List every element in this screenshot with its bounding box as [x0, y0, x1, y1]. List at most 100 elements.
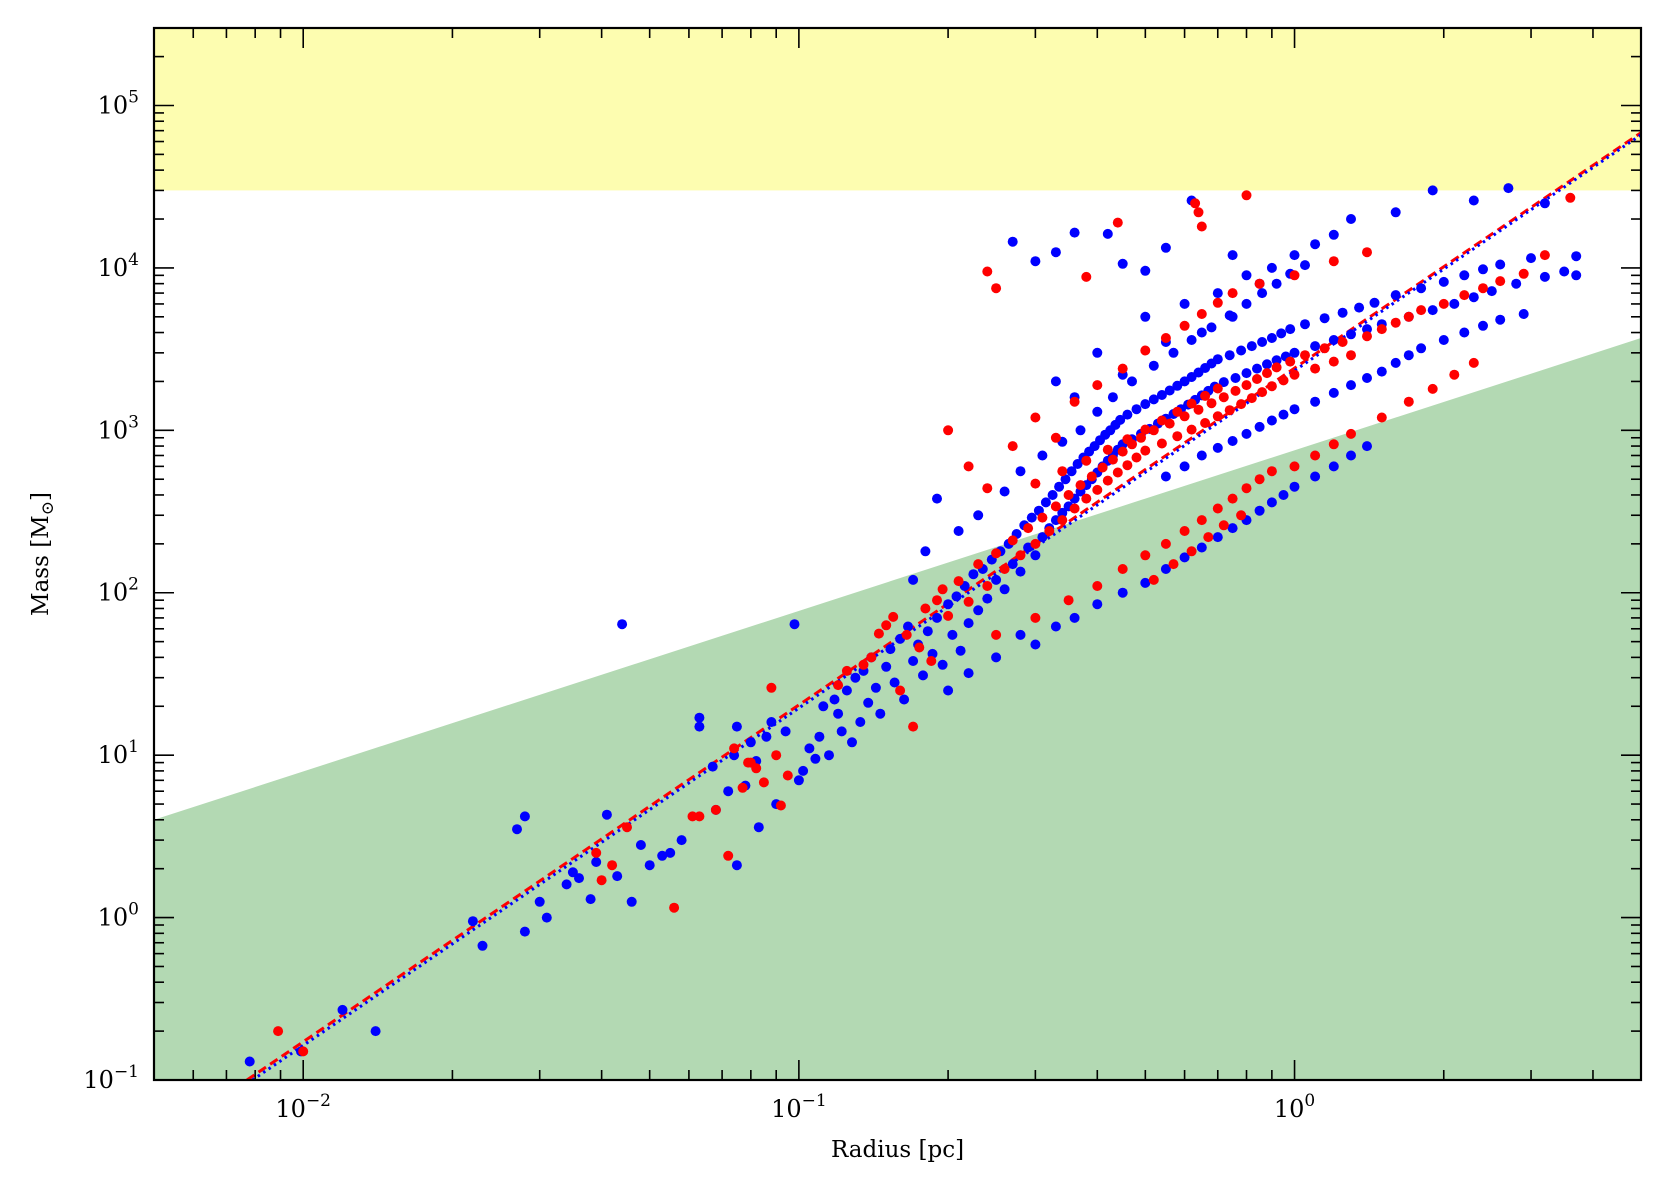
red-point	[982, 483, 993, 494]
blue-point	[1449, 298, 1460, 309]
blue-point	[1212, 288, 1223, 299]
blue-point	[1148, 394, 1159, 405]
blue-point	[932, 612, 942, 623]
x-tick-label: 10−2	[275, 1091, 331, 1123]
blue-point	[1026, 512, 1037, 523]
blue-point	[1179, 552, 1190, 563]
blue-point	[1468, 195, 1479, 206]
red-point	[273, 1026, 284, 1037]
blue-point	[1160, 564, 1171, 574]
red-point	[833, 680, 844, 691]
blue-point	[1140, 265, 1151, 276]
red-point	[737, 782, 748, 793]
blue-point	[1478, 264, 1488, 275]
red-point	[1063, 490, 1074, 500]
blue-point	[753, 822, 764, 833]
blue-point	[731, 860, 742, 871]
blue-point	[1289, 347, 1300, 358]
blue-point	[1254, 421, 1265, 432]
blue-point	[1218, 377, 1229, 388]
red-point	[1438, 298, 1449, 309]
blue-point	[665, 847, 676, 858]
blue-point	[1310, 239, 1321, 250]
blue-point	[789, 619, 800, 630]
blue-point	[574, 873, 584, 884]
blue-point	[1328, 335, 1339, 345]
blue-point	[1241, 428, 1252, 439]
blue-point	[1362, 324, 1372, 335]
red-point	[1478, 283, 1488, 294]
blue-point	[1310, 396, 1321, 407]
red-point	[908, 721, 919, 732]
blue-point	[541, 912, 552, 923]
blue-point	[1346, 450, 1356, 461]
blue-point	[1328, 387, 1339, 398]
blue-point	[968, 569, 979, 580]
red-point	[687, 811, 698, 822]
tick-exponent: −2	[306, 1091, 331, 1111]
blue-point	[1075, 425, 1086, 436]
blue-point	[932, 493, 942, 504]
blue-point	[1495, 314, 1506, 325]
red-point	[1140, 424, 1151, 435]
blue-point	[1040, 497, 1051, 508]
blue-point	[1196, 542, 1207, 553]
blue-point	[1266, 262, 1277, 273]
red-point	[1337, 337, 1348, 347]
red-point	[1140, 550, 1151, 561]
blue-point	[1148, 360, 1159, 371]
tick-base: 10	[98, 579, 129, 607]
blue-point	[780, 726, 791, 737]
y-tick-label: 102	[98, 575, 139, 607]
blue-point	[1257, 337, 1268, 347]
blue-point	[863, 697, 874, 708]
blue-point	[1300, 319, 1310, 330]
red-point	[1122, 460, 1133, 471]
blue-point	[973, 605, 984, 616]
red-point	[1539, 250, 1550, 261]
red-point	[1236, 510, 1247, 521]
blue-point	[1328, 461, 1339, 472]
red-point	[1069, 396, 1080, 407]
red-point	[1186, 424, 1197, 435]
red-point	[926, 656, 937, 666]
blue-point	[1241, 368, 1252, 379]
red-point	[1148, 574, 1159, 585]
red-point	[591, 847, 602, 858]
red-point	[1565, 192, 1576, 203]
blue-point	[745, 737, 756, 748]
red-point	[1495, 276, 1506, 287]
tick-base: 10	[771, 1095, 802, 1123]
red-point	[873, 628, 884, 639]
blue-point	[1571, 270, 1582, 281]
red-point	[1212, 411, 1223, 422]
blue-point	[1015, 466, 1026, 477]
red-point	[1081, 271, 1092, 282]
red-point	[1186, 398, 1197, 409]
red-point	[1117, 564, 1128, 574]
blue-point	[1354, 302, 1365, 313]
blue-point	[1241, 298, 1252, 309]
blue-point	[1140, 577, 1151, 588]
blue-point	[1227, 250, 1238, 261]
blue-point	[1168, 347, 1179, 358]
red-point	[1172, 431, 1183, 442]
blue-point	[1156, 390, 1167, 400]
tick-exponent: 5	[128, 87, 139, 107]
blue-point	[626, 896, 637, 907]
red-point	[1186, 546, 1197, 557]
red-point	[1289, 461, 1300, 472]
blue-point	[1276, 328, 1287, 339]
blue-point	[1289, 250, 1300, 261]
tick-base: 10	[98, 904, 129, 932]
red-point	[1190, 198, 1201, 209]
red-point	[982, 581, 993, 591]
blue-point	[899, 694, 910, 705]
blue-point	[810, 753, 821, 764]
blue-point	[731, 721, 742, 732]
blue-point	[1007, 559, 1018, 570]
red-point	[1023, 523, 1034, 534]
blue-point	[519, 926, 530, 937]
blue-point	[723, 786, 734, 797]
